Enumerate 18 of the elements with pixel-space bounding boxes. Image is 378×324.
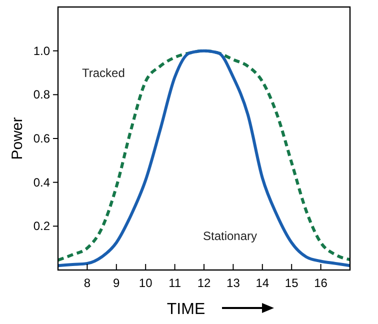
x-axis-title: TIME [166,301,206,318]
y-tick-label: 1.0 [33,44,50,58]
x-tick-label: 13 [226,276,240,290]
x-tick-label: 10 [138,276,153,290]
x-tick-label: 8 [84,276,91,290]
y-tick-label: 0.2 [33,219,50,234]
y-tick-label: 0.6 [33,132,50,146]
series-label: Tracked [82,66,125,80]
x-tick-label: 16 [314,276,328,290]
series-label: Stationary [203,229,258,243]
x-tick-label: 15 [284,276,299,290]
x-tick-label: 12 [197,276,211,290]
y-tick-label: 0.8 [33,88,50,102]
y-tick-label: 0.4 [33,175,50,190]
y-axis-title: Power [9,117,26,160]
x-tick-label: 9 [113,276,120,290]
x-tick-label: 11 [168,276,182,290]
x-tick-label: 14 [256,276,270,290]
